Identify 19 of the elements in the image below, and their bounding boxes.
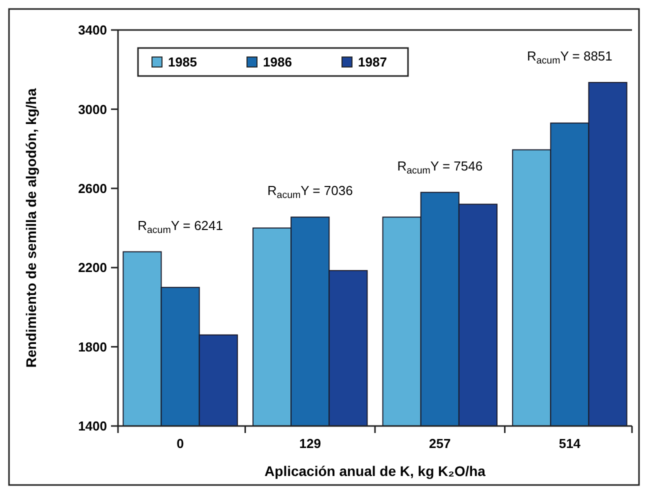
y-tick-label: 2600 — [78, 180, 107, 196]
legend-label: 1985 — [168, 54, 197, 70]
x-tick-label: 257 — [429, 436, 451, 451]
annotation: R$_{acum}$Y = 7036 — [267, 183, 353, 202]
y-tick-label: 3000 — [78, 102, 107, 117]
y-tick-label: 3400 — [78, 22, 107, 38]
annotation: R$_{acum}$Y = 7546 — [397, 158, 483, 176]
legend-label: 1987 — [358, 54, 387, 70]
annotation: R$_{acum}$Y = 6241 — [138, 218, 224, 236]
annotation: R$_{acum}$Y = 8851 — [526, 48, 612, 66]
y-tick-label: 1400 — [78, 418, 107, 434]
x-tick-label: 129 — [299, 436, 321, 451]
y-tick-label: 1800 — [78, 339, 107, 354]
x-axis-title: Aplicación anual de K, kg K₂O/ha — [264, 463, 486, 479]
y-axis-title: Rendimiento de semilla de algodón, kg/ha — [23, 88, 39, 368]
legend-label: 1986 — [263, 54, 292, 70]
y-tick-label: 2200 — [78, 260, 107, 276]
x-tick-label: 0 — [176, 436, 184, 451]
x-tick-label: 514 — [558, 436, 582, 451]
